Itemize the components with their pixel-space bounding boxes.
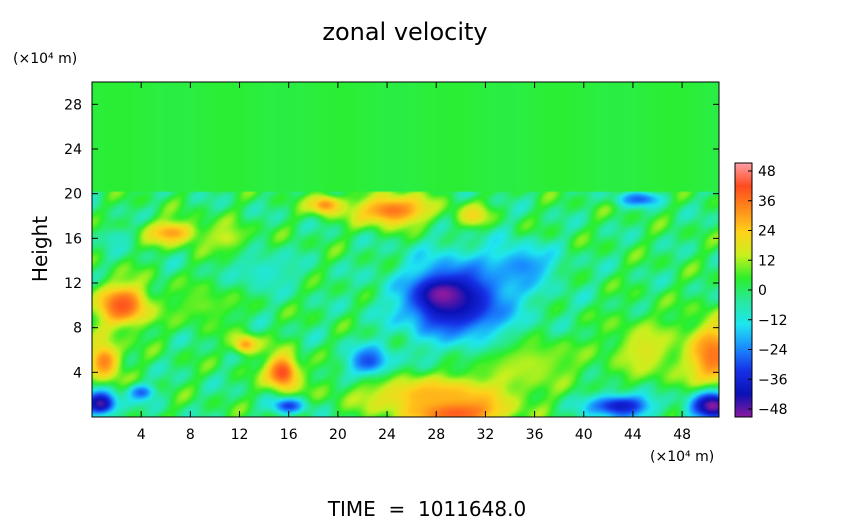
x-tick-label: 32 — [476, 427, 494, 443]
colorbar-tick-label: −24 — [758, 343, 788, 359]
chart-title: zonal velocity — [322, 18, 487, 46]
plot-area — [91, 81, 720, 418]
colorbar-tick-label: −12 — [758, 313, 788, 329]
colorbar-tick-label: 0 — [758, 283, 767, 299]
x-tick-label: 8 — [186, 427, 195, 443]
y-tick-label: 24 — [64, 142, 82, 158]
time-footer: TIME = 1011648.0 — [327, 497, 526, 519]
y-axis-unit: (×10⁴ m) — [13, 51, 77, 67]
colorbar: 48 36 24 12 0 −12 −24 −36 −48 — [734, 162, 788, 418]
x-tick-label: 36 — [526, 427, 544, 443]
plot-frame — [91, 81, 720, 418]
y-axis: 4 8 12 16 20 24 28 — [64, 97, 719, 381]
x-tick-label: 12 — [231, 427, 249, 443]
colorbar-tick-label: 12 — [758, 253, 776, 269]
x-axis-unit: (×10⁴ m) — [650, 449, 714, 465]
velocity-field-image — [92, 82, 719, 417]
colorbar-tick-label: −48 — [758, 402, 788, 418]
y-tick-label: 28 — [64, 97, 82, 113]
x-tick-label: 20 — [329, 427, 347, 443]
y-tick-label: 16 — [64, 231, 82, 247]
x-tick-label: 48 — [673, 427, 691, 443]
x-tick-label: 4 — [137, 427, 146, 443]
colorbar-tick-label: 24 — [758, 224, 776, 240]
colorbar-tick-label: −36 — [758, 372, 788, 388]
x-axis: 4 8 12 16 20 24 28 32 36 40 44 48 — [137, 82, 691, 443]
y-tick-label: 8 — [73, 321, 82, 337]
x-tick-label: 28 — [427, 427, 445, 443]
y-tick-label: 20 — [64, 187, 82, 203]
y-axis-label: Height — [28, 216, 52, 282]
colorbar-tick-label: 36 — [758, 194, 776, 210]
y-tick-label: 4 — [73, 365, 82, 381]
y-tick-label: 12 — [64, 276, 82, 292]
colorbar-tick-label: 48 — [758, 164, 776, 180]
x-tick-label: 40 — [575, 427, 593, 443]
x-tick-label: 16 — [280, 427, 298, 443]
x-tick-label: 24 — [378, 427, 396, 443]
x-tick-label: 44 — [624, 427, 642, 443]
